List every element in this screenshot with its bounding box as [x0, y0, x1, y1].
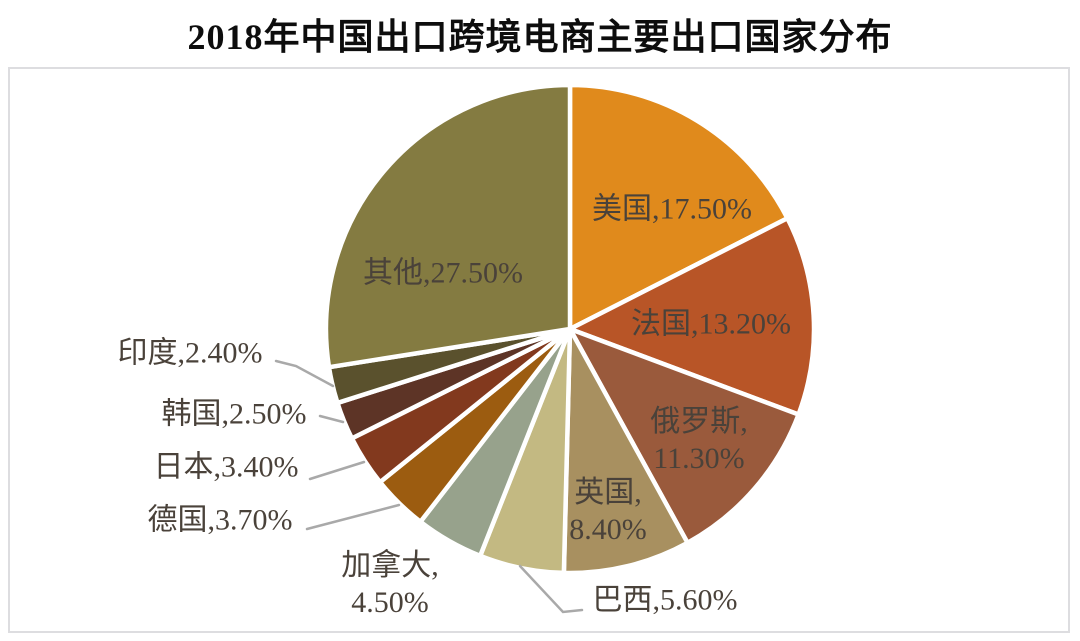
pie-slice-其他 [323, 82, 573, 370]
leader-line-德国 [305, 503, 401, 531]
slice-label-line: 英国, [574, 476, 642, 510]
slice-label-其他: 其他,27.50% [363, 256, 523, 293]
slice-label-line: 巴西,5.60% [592, 583, 738, 617]
slice-label-line: 其他,27.50% [363, 256, 523, 290]
slice-label-法国: 法国,13.20% [631, 307, 791, 344]
slice-label-巴西: 巴西,5.60% [593, 583, 738, 620]
slice-label-日本: 日本,3.40% [154, 450, 299, 487]
leader-line-印度 [274, 359, 335, 388]
slice-label-美国: 美国,17.50% [592, 192, 752, 229]
pie-slice-美国 [567, 82, 790, 332]
pie-slice-俄罗斯 [567, 326, 801, 546]
slice-label-韩国: 韩国,2.50% [162, 397, 307, 434]
slice-label-line: 韩国,2.50% [161, 397, 307, 431]
pie-slice-法国 [567, 215, 817, 417]
slice-label-印度: 印度,2.40% [118, 336, 263, 373]
slice-label-line: 法国,13.20% [631, 307, 791, 341]
slice-label-line: 4.50% [351, 586, 429, 619]
slice-label-英国: 英国, 8.40% [569, 475, 647, 549]
leader-line-巴西 [518, 564, 584, 614]
pie-slice-英国 [561, 326, 690, 576]
slice-label-德国: 德国,3.70% [148, 503, 293, 540]
slice-label-加拿大: 加拿大, 4.50% [341, 548, 439, 622]
chart-title: 2018年中国出口跨境电商主要出口国家分布 [187, 17, 893, 57]
slice-label-俄罗斯: 俄罗斯, 11.30% [650, 404, 748, 478]
slice-label-line: 加拿大, [341, 549, 439, 583]
slice-label-line: 11.30% [653, 442, 745, 475]
slice-label-line: 俄罗斯, [650, 405, 748, 439]
leader-line-韩国 [318, 414, 345, 424]
leader-line-日本 [308, 460, 366, 481]
slice-label-line: 德国,3.70% [147, 503, 293, 537]
slice-label-line: 印度,2.40% [117, 336, 263, 370]
slice-label-line: 8.40% [569, 513, 647, 546]
slice-label-line: 日本,3.40% [153, 450, 299, 484]
slice-label-line: 美国,17.50% [592, 192, 752, 226]
